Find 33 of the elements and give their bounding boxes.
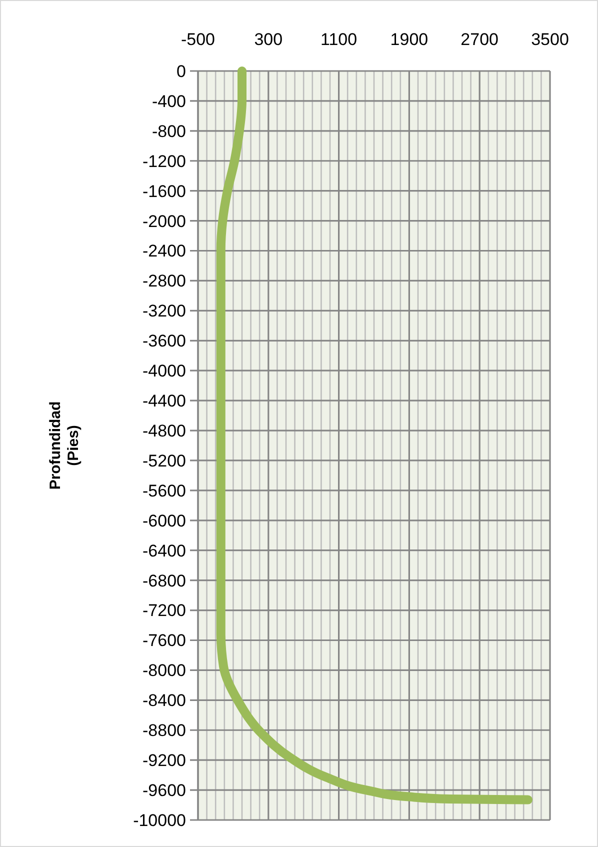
y-tick-label: -2000 [142,212,186,231]
y-tick-label: -4800 [142,421,186,440]
x-tick-label: 300 [254,30,283,49]
x-tick-label: 3500 [531,30,569,49]
y-tick-label: -8800 [142,721,186,740]
y-tick-label: -5600 [142,481,186,500]
x-tick-label: 1900 [390,30,428,49]
y-tick-label: -1600 [142,182,186,201]
y-tick-label: -7200 [142,601,186,620]
y-tick-label: -9200 [142,751,186,770]
y-tick-label: -2800 [142,272,186,291]
y-tick-label: -800 [152,122,186,141]
y-tick-label: 0 [176,62,186,81]
y-tick-label: -3200 [142,302,186,321]
y-tick-label: -2400 [142,242,186,261]
x-tick-label: 2700 [460,30,499,49]
y-tick-label: -5200 [142,451,186,470]
y-tick-label: -4000 [142,362,186,381]
y-tick-label: -6000 [142,511,186,530]
y-tick-label: -6400 [142,541,186,560]
y-tick-label: -10000 [133,810,186,830]
y-tick-label: -6800 [142,571,186,590]
y-tick-label: -9600 [142,780,186,800]
y-tick-label: -3600 [142,332,186,351]
y-tick-label: -8000 [142,661,186,680]
y-axis-title: Profundidad (Pies) [47,401,82,490]
y-tick-label: -400 [152,92,186,111]
y-tick-label: -1200 [142,152,186,171]
x-tick-label: 1100 [320,30,358,49]
y-tick-label: -4400 [142,392,186,411]
y-tick-label: -7600 [142,631,186,650]
x-tick-label: -500 [180,30,216,49]
y-tick-label: -8400 [142,691,186,710]
